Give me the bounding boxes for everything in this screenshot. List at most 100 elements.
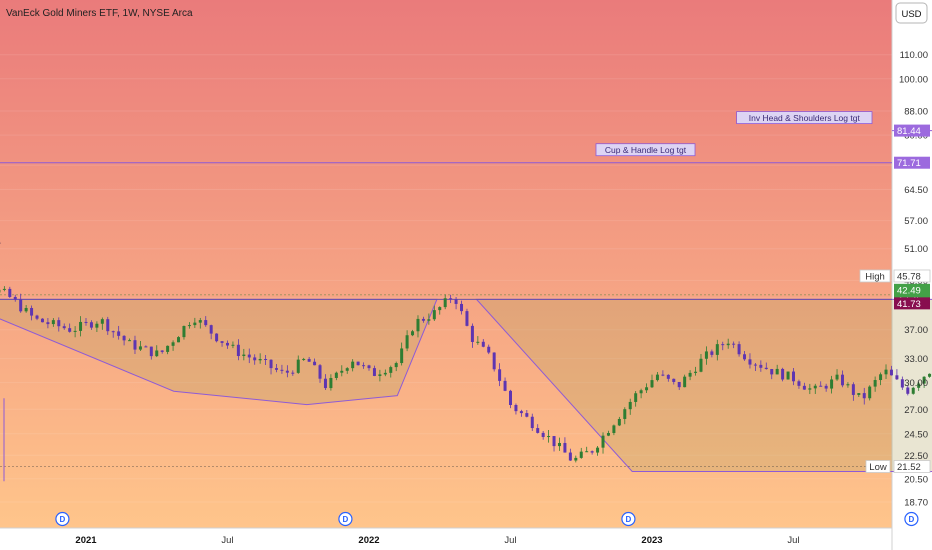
y-tick-label: 27.00 — [904, 405, 928, 416]
y-tick-label: 64.50 — [904, 185, 928, 196]
dividend-event-marker[interactable] — [55, 511, 70, 527]
candle-up — [400, 348, 404, 364]
x-tick-label: Jul — [221, 535, 233, 546]
candle-down — [568, 452, 572, 461]
candle-down — [840, 374, 844, 386]
candle-down — [519, 411, 523, 414]
candle-down — [460, 303, 464, 312]
candle-down — [106, 319, 110, 332]
candle-down — [514, 404, 518, 412]
candle-up — [345, 368, 349, 371]
annotations: Inv Head & Shoulders Log tgt Cup & Handle… — [595, 111, 873, 157]
candle-down — [759, 364, 763, 368]
candle-down — [900, 379, 904, 388]
candle-down — [274, 368, 278, 370]
candle-down — [204, 320, 208, 326]
candle-down — [291, 372, 295, 374]
candle-down — [220, 341, 224, 343]
candle-down — [770, 369, 774, 375]
candle-up — [242, 354, 246, 357]
candle-down — [8, 288, 12, 297]
candle-up — [601, 435, 605, 448]
dividend-event-marker[interactable] — [621, 511, 636, 527]
candle-down — [732, 343, 736, 345]
dividend-event-label: D — [343, 515, 349, 524]
x-tick-label: 2022 — [358, 535, 379, 546]
grid — [0, 54, 892, 503]
dividend-event-marker[interactable] — [904, 511, 919, 527]
candle-up — [138, 346, 142, 350]
currency-button[interactable]: USD — [895, 2, 928, 24]
candle-down — [323, 378, 327, 389]
dividend-event-marker[interactable] — [338, 511, 353, 527]
event-markers[interactable]: DDDDD⚡ — [55, 511, 932, 527]
y-tick-label: 18.70 — [904, 497, 928, 508]
candle-up — [340, 370, 344, 373]
candle-up — [830, 379, 834, 389]
price-tag-value: 71.71 — [897, 158, 921, 169]
candle-up — [911, 387, 915, 394]
candle-down — [209, 325, 213, 334]
candle-up — [443, 298, 447, 308]
candle-up — [351, 361, 355, 369]
candle-up — [873, 380, 877, 387]
y-tick-label: 20.50 — [904, 474, 928, 485]
candle-down — [743, 354, 747, 360]
candle-up — [699, 358, 703, 372]
chart-title: VanEck Gold Miners ETF, 1W, NYSE Arca — [6, 8, 193, 19]
y-tick-label: 57.00 — [904, 216, 928, 227]
y-tick-label: 100.00 — [899, 74, 928, 85]
candle-down — [851, 384, 855, 395]
candle-up — [24, 307, 28, 312]
candle-down — [280, 369, 284, 371]
candle-up — [726, 343, 730, 346]
candle-up — [416, 318, 420, 332]
x-tick-label: 2021 — [75, 535, 97, 546]
price-tag — [893, 269, 931, 283]
candle-up — [786, 371, 790, 380]
candle-up — [704, 351, 708, 359]
candle-down — [503, 380, 507, 391]
candle-down — [313, 361, 317, 366]
x-axis-panel — [0, 528, 892, 550]
price-tag-label: High — [865, 271, 885, 282]
candle-down — [215, 333, 219, 342]
candle-up — [231, 344, 235, 346]
candle-down — [35, 315, 39, 319]
price-tag-label-box — [865, 460, 891, 473]
candle-down — [753, 364, 757, 366]
candle-up — [846, 384, 850, 386]
candle-up — [79, 321, 83, 331]
candle-up — [171, 342, 175, 346]
candle-down — [590, 451, 594, 453]
y-tick-label: 24.50 — [904, 429, 928, 440]
candle-up — [2, 288, 6, 290]
price-tag — [894, 124, 930, 137]
x-tick-label: Jul — [504, 535, 516, 546]
candle-down — [19, 299, 23, 312]
candle-up — [73, 330, 77, 332]
candle-up — [51, 320, 55, 325]
candle-down — [454, 299, 458, 304]
candle-up — [628, 401, 632, 410]
candle-up — [155, 350, 159, 357]
candle-down — [710, 351, 714, 355]
candle-down — [824, 385, 828, 389]
candle-up — [645, 387, 649, 391]
candle-up — [547, 436, 551, 438]
candle-up — [574, 457, 578, 461]
price-tag — [893, 460, 931, 473]
candle-down — [906, 387, 910, 394]
candle-up — [650, 380, 654, 388]
candle-down — [563, 442, 567, 453]
candle-up — [688, 372, 692, 377]
candle-up — [389, 367, 393, 373]
candle-down — [253, 357, 257, 361]
candle-down — [895, 375, 899, 380]
candle-down — [498, 369, 502, 381]
candle-down — [465, 311, 469, 326]
candle-down — [541, 432, 545, 437]
candle-down — [149, 346, 153, 357]
